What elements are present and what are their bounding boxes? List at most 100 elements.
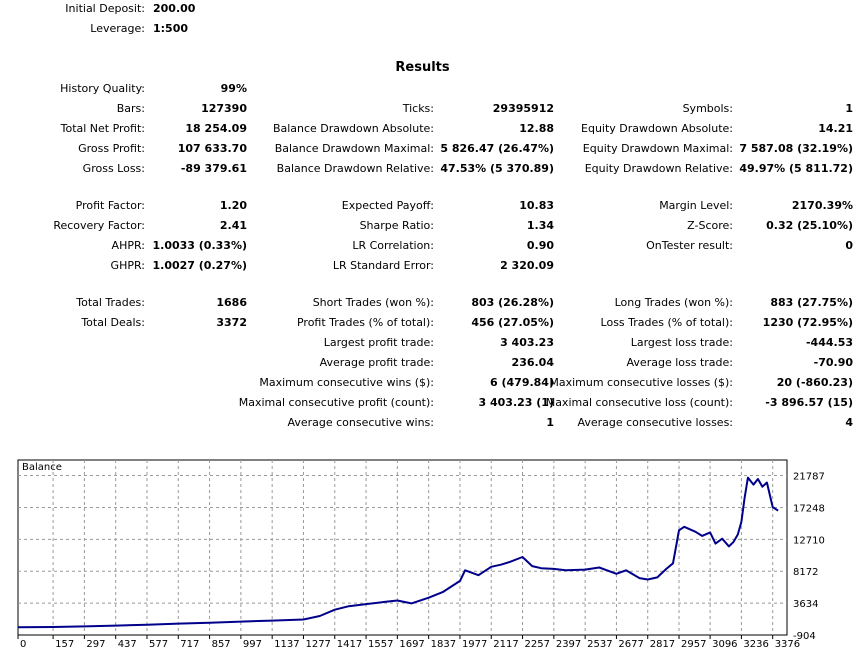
leverage-value: 1:500 xyxy=(153,22,189,35)
x-tick-label: 997 xyxy=(243,639,262,650)
y-tick-label: -904 xyxy=(793,631,816,642)
long-trades-won-value: 883 (27.75%) xyxy=(770,296,853,309)
gross-loss-value: -89 379.61 xyxy=(180,162,247,175)
balance-line xyxy=(17,476,779,629)
balance-drawdown-absolute-label: Balance Drawdown Absolute: xyxy=(272,122,434,135)
short-trades-won-label: Short Trades (won %): xyxy=(312,296,434,309)
x-tick-label: 2957 xyxy=(681,639,706,650)
x-tick-label: 0 xyxy=(20,639,26,650)
maximum-consecutive-losses-label: Maximum consecutive losses ($): xyxy=(549,376,733,389)
bars-label: Bars: xyxy=(116,102,145,115)
maximal-consecutive-loss-count-value: -3 896.57 (15) xyxy=(765,396,853,409)
ghpr-value: 1.0027 (0.27%) xyxy=(152,259,248,272)
x-tick-label: 2397 xyxy=(556,639,581,650)
x-tick-label: 2537 xyxy=(587,639,612,650)
initial-deposit-value: 200.00 xyxy=(153,2,196,15)
x-tick-label: 1697 xyxy=(399,639,424,650)
total-net-profit-label: Total Net Profit: xyxy=(60,122,145,135)
y-tick-label: 21787 xyxy=(793,472,825,483)
maximal-consecutive-profit-count-label: Maximal consecutive profit (count): xyxy=(238,396,434,409)
lr-correlation-value: 0.90 xyxy=(526,239,554,252)
x-tick-label: 297 xyxy=(86,639,105,650)
x-tick-label: 2677 xyxy=(618,639,643,650)
lr-correlation-label: LR Correlation: xyxy=(352,239,434,252)
y-tick-label: 17248 xyxy=(793,503,825,514)
gross-profit-value: 107 633.70 xyxy=(177,142,247,155)
recovery-factor-label: Recovery Factor: xyxy=(53,219,145,232)
margin-level-value: 2170.39% xyxy=(791,199,853,212)
x-tick-label: 717 xyxy=(180,639,199,650)
ticks-label: Ticks: xyxy=(402,102,434,115)
symbols-label: Symbols: xyxy=(682,102,733,115)
balance-drawdown-relative-label: Balance Drawdown Relative: xyxy=(276,162,434,175)
expected-payoff-label: Expected Payoff: xyxy=(341,199,434,212)
z-score-value: 0.32 (25.10%) xyxy=(766,219,853,232)
x-tick-label: 437 xyxy=(118,639,137,650)
maximum-consecutive-wins-value: 6 (479.84) xyxy=(490,376,554,389)
x-tick-label: 3096 xyxy=(712,639,737,650)
total-trades-label: Total Trades: xyxy=(76,296,145,309)
x-tick-label: 2117 xyxy=(493,639,518,650)
loss-trades-of-total-label: Loss Trades (% of total): xyxy=(600,316,733,329)
chart-title: Balance xyxy=(22,462,62,473)
x-tick-label: 2817 xyxy=(650,639,675,650)
x-tick-label: 3376 xyxy=(775,639,800,650)
largest-loss-trade-label: Largest loss trade: xyxy=(630,336,733,349)
profit-trades-of-total-value: 456 (27.05%) xyxy=(471,316,554,329)
largest-profit-trade-label: Largest profit trade: xyxy=(323,336,434,349)
lr-standard-error-value: 2 320.09 xyxy=(500,259,554,272)
maximum-consecutive-losses-value: 20 (-860.23) xyxy=(776,376,853,389)
z-score-label: Z-Score: xyxy=(687,219,733,232)
x-tick-label: 1277 xyxy=(305,639,330,650)
average-loss-trade-label: Average loss trade: xyxy=(626,356,733,369)
x-tick-label: 1977 xyxy=(462,639,487,650)
ghpr-label: GHPR: xyxy=(110,259,145,272)
balance-chart: 21787 17248 12710 8172 3634 -904 0 157 297 437 577… xyxy=(0,452,867,668)
recovery-factor-value: 2.41 xyxy=(219,219,247,232)
equity-drawdown-relative-label: Equity Drawdown Relative: xyxy=(584,162,733,175)
average-consecutive-losses-value: 4 xyxy=(845,416,853,429)
x-tick-label: 2257 xyxy=(525,639,550,650)
x-tick-label: 157 xyxy=(55,639,74,650)
ahpr-value: 1.0033 (0.33%) xyxy=(152,239,248,252)
total-net-profit-value: 18 254.09 xyxy=(185,122,247,135)
balance-drawdown-relative-value: 47.53% (5 370.89) xyxy=(440,162,554,175)
profit-factor-value: 1.20 xyxy=(219,199,247,212)
y-tick-label: 3634 xyxy=(793,599,818,610)
initial-deposit-label: Initial Deposit: xyxy=(65,2,145,15)
total-trades-value: 1686 xyxy=(216,296,247,309)
maximal-consecutive-profit-count-value: 3 403.23 (1) xyxy=(478,396,554,409)
history-quality-label: History Quality: xyxy=(60,82,145,95)
ticks-value: 29395912 xyxy=(492,102,554,115)
maximal-consecutive-loss-count-label: Maximal consecutive loss (count): xyxy=(545,396,733,409)
x-tick-label: 1417 xyxy=(337,639,362,650)
y-tick-label: 12710 xyxy=(793,535,825,546)
average-consecutive-wins-value: 1 xyxy=(546,416,554,429)
profit-trades-of-total-label: Profit Trades (% of total): xyxy=(296,316,434,329)
average-consecutive-losses-label: Average consecutive losses: xyxy=(577,416,733,429)
equity-drawdown-maximal-label: Equity Drawdown Maximal: xyxy=(582,142,733,155)
margin-level-label: Margin Level: xyxy=(659,199,733,212)
equity-drawdown-absolute-value: 14.21 xyxy=(818,122,853,135)
plot-frame xyxy=(17,459,788,636)
symbols-value: 1 xyxy=(845,102,853,115)
leverage-label: Leverage: xyxy=(90,22,145,35)
profit-factor-label: Profit Factor: xyxy=(75,199,145,212)
bars-value: 127390 xyxy=(201,102,247,115)
ontester-result-value: 0 xyxy=(845,239,853,252)
lr-standard-error-label: LR Standard Error: xyxy=(332,259,434,272)
y-tick-label: 8172 xyxy=(793,567,818,578)
largest-profit-trade-value: 3 403.23 xyxy=(500,336,554,349)
equity-drawdown-absolute-label: Equity Drawdown Absolute: xyxy=(581,122,733,135)
loss-trades-of-total-value: 1230 (72.95%) xyxy=(762,316,853,329)
equity-drawdown-maximal-value: 7 587.08 (32.19%) xyxy=(739,142,853,155)
gross-loss-label: Gross Loss: xyxy=(82,162,145,175)
ahpr-label: AHPR: xyxy=(111,239,145,252)
history-quality-value: 99% xyxy=(220,82,247,95)
sharpe-ratio-value: 1.34 xyxy=(526,219,554,232)
x-tick-label: 577 xyxy=(149,639,168,650)
average-consecutive-wins-label: Average consecutive wins: xyxy=(287,416,434,429)
x-tick-label: 1837 xyxy=(431,639,456,650)
sharpe-ratio-label: Sharpe Ratio: xyxy=(359,219,434,232)
average-loss-trade-value: -70.90 xyxy=(813,356,853,369)
